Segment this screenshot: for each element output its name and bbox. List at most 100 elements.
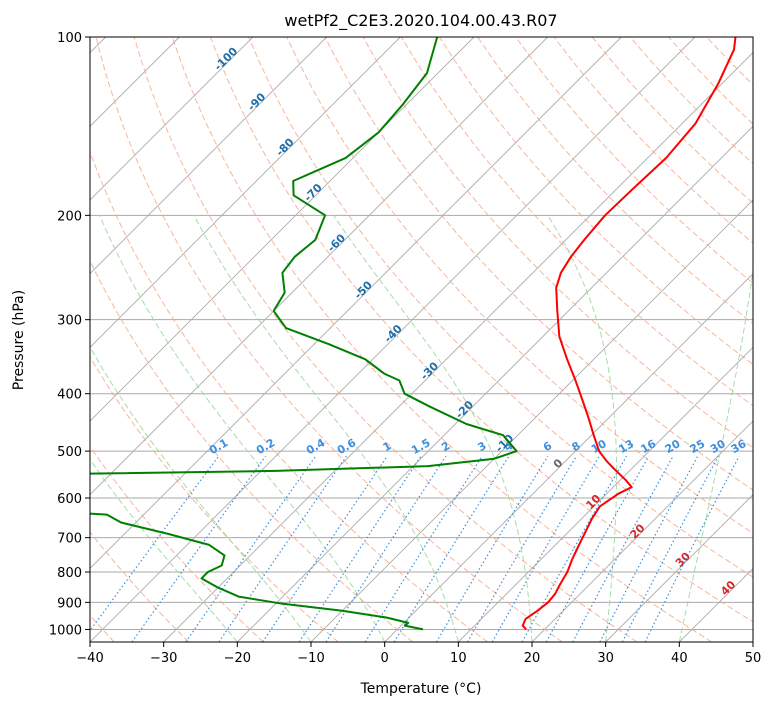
x-tick-label: −20 [224, 651, 251, 666]
y-tick-label: 700 [57, 532, 82, 547]
moist-adiabat-line [90, 458, 238, 642]
x-axis: −40 −30 −20 −10 0 10 20 30 40 50 [76, 642, 761, 666]
dry-adiabat-line [400, 37, 753, 407]
dry-adiabat-line [90, 356, 339, 642]
x-tick-label: 30 [597, 651, 614, 666]
dry-adiabat-line [90, 531, 190, 642]
dry-adiabat-line [438, 37, 753, 366]
mixing-ratio-label: 36 [729, 437, 749, 456]
dry-adiabat-line [90, 445, 264, 642]
isotherm-line [458, 346, 753, 642]
mixing-ratio-label: 25 [687, 437, 707, 456]
mixing-ratio-line [466, 455, 577, 642]
line-labels: 0.1 0.2 0.4 0.6 1 1.5 2 3 4 6 8 10 13 16 20 25 30 36-100-… [207, 44, 749, 598]
dry-adiabat-label: -90 [245, 90, 268, 113]
isotherm-line [163, 52, 753, 642]
dry-adiabat-label: -40 [382, 322, 405, 345]
y-tick-label: 200 [57, 209, 82, 224]
dry-adiabat-line [95, 37, 563, 642]
mixing-ratio-line [621, 455, 719, 642]
moist-adiabat-label: 20 [628, 521, 648, 541]
mixing-ratio-line [218, 455, 347, 642]
mixing-ratio-label: 0.2 [254, 436, 277, 457]
mixing-ratio-line [364, 455, 483, 642]
dry-adiabat-line [133, 37, 638, 642]
dry-adiabat-line [515, 37, 753, 284]
temperature-profile [521, 37, 737, 631]
background-lines [90, 37, 753, 642]
isotherm-line [531, 420, 753, 642]
isotherm-line [384, 273, 753, 642]
plot-frame [89, 36, 754, 643]
dry-adiabat-line [248, 37, 753, 578]
mixing-ratio-line [393, 455, 510, 642]
isotherm-line [605, 494, 753, 642]
x-tick-label: 0 [381, 651, 389, 666]
mixing-ratio-label: 16 [638, 437, 658, 456]
y-tick-label: 300 [57, 314, 82, 329]
mixing-ratio-line [262, 455, 388, 642]
x-axis-label: Temperature (°C) [360, 681, 482, 697]
x-tick-label: −10 [297, 651, 324, 666]
mixing-ratio-label: 0.1 [207, 436, 230, 457]
dry-adiabat-label: -70 [302, 181, 325, 204]
dry-adiabat-label: -80 [273, 135, 296, 158]
isotherm-line [90, 37, 548, 496]
isotherm-line [310, 199, 753, 642]
dry-adiabat-line [706, 37, 753, 86]
moist-adiabat-label: 40 [718, 578, 738, 598]
y-axis-label: Pressure (hPa) [11, 290, 27, 390]
moist-adiabat-line [333, 215, 533, 642]
x-tick-label: 50 [745, 651, 762, 666]
dry-adiabat-label: -50 [352, 278, 375, 301]
isotherm-line [90, 37, 327, 275]
x-tick-label: 40 [671, 651, 688, 666]
mixing-ratio-label: 10 [589, 437, 609, 456]
sounding-profiles [90, 37, 737, 631]
mixing-ratio-label: 6 [541, 439, 554, 454]
x-tick-label: −30 [150, 651, 177, 666]
mixing-ratio-label: 8 [570, 439, 583, 454]
dry-adiabat-line [90, 259, 414, 642]
moist-adiabat-line [678, 266, 753, 642]
dry-adiabat-label: -20 [453, 398, 476, 421]
y-tick-label: 400 [57, 388, 82, 403]
mixing-ratio-label: 1 [381, 439, 394, 454]
moist-adiabat-label: 30 [673, 549, 693, 569]
isotherm-line [90, 37, 475, 422]
isotherm-line [90, 37, 254, 201]
mixing-ratio-label: 30 [708, 437, 728, 456]
y-tick-label: 600 [57, 492, 82, 507]
isotherm-line [237, 125, 753, 642]
mixing-ratio-line [131, 455, 267, 642]
y-tick-label: 1000 [49, 623, 82, 638]
chart-title: wetPf2_C2E3.2020.104.00.43.R07 [284, 11, 557, 31]
y-axis: 100 200 300 400 500 600 700 800 900 1000 [49, 31, 90, 638]
mixing-ratio-line [545, 455, 650, 642]
mixing-ratio-line [521, 455, 628, 642]
isotherm-line [752, 641, 753, 642]
mixing-ratio-line [185, 455, 317, 642]
mixing-ratio-label: 0.6 [335, 436, 359, 457]
mixing-ratio-label: 1.5 [409, 436, 432, 457]
dry-adiabat-line [286, 37, 753, 534]
x-tick-label: −40 [76, 651, 103, 666]
mixing-ratio-line [435, 455, 549, 642]
y-tick-label: 800 [57, 566, 82, 581]
x-tick-label: 20 [524, 651, 541, 666]
y-tick-label: 500 [57, 445, 82, 460]
mixing-ratio-line [644, 455, 740, 642]
isotherm-line [679, 567, 753, 642]
y-tick-label: 100 [57, 31, 82, 46]
moist-adiabat-line [547, 215, 617, 642]
mixing-ratio-label: 20 [663, 437, 683, 456]
dry-adiabat-label: -60 [325, 231, 348, 254]
isotherm-line [90, 37, 401, 348]
dry-adiabat-line [90, 150, 488, 642]
dewpoint-profile [90, 37, 518, 631]
isotherm-line [90, 37, 696, 642]
dry-adiabat-line [210, 37, 753, 623]
mixing-ratio-line [90, 455, 220, 632]
moist-adiabat-line [193, 215, 459, 642]
